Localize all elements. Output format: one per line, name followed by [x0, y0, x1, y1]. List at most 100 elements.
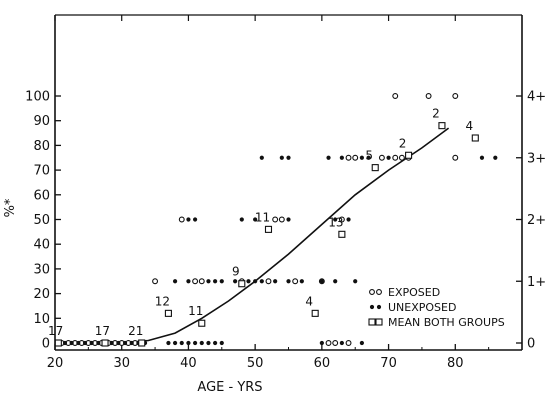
unexposed-point: [172, 279, 178, 284]
exposed-point: [278, 216, 285, 223]
exposed-point: [376, 289, 382, 295]
exposed-point: [378, 154, 385, 161]
exposed-point: [452, 154, 459, 161]
x-tick-label: 40: [180, 356, 197, 371]
unexposed-point: [219, 340, 224, 346]
unexposed-point: [219, 279, 224, 284]
exposed-point: [345, 340, 352, 346]
y-tick-label: 10: [33, 312, 50, 327]
x-tick-label: 20: [47, 356, 64, 371]
unexposed-point: [333, 279, 338, 284]
sample-size-label: 11: [188, 304, 203, 318]
unexposed-point: [62, 340, 68, 346]
mean-point: [371, 164, 379, 172]
unexposed-point: [286, 155, 291, 160]
point-labels-group: 17 17 21 12 11 9 11 4 13 5 2 2 4: [48, 107, 473, 338]
sample-size-label: 2: [399, 136, 407, 150]
unexposed-point: [193, 217, 198, 222]
sample-size-label: 9: [232, 265, 240, 279]
y-tick-label: 60: [33, 188, 50, 203]
unexposed-point: [199, 340, 204, 346]
exposed-point: [369, 289, 375, 295]
unexposed-point: [89, 340, 94, 346]
sample-size-label: 17: [95, 324, 110, 338]
unexposed-point: [253, 217, 258, 222]
unexposed-point: [319, 340, 324, 346]
exposed-point: [325, 340, 332, 346]
sample-size-label: 11: [255, 210, 270, 224]
x-tick-label: 80: [447, 356, 464, 371]
unexposed-point: [206, 279, 211, 284]
unexposed-point: [186, 217, 191, 222]
x-tick-label: 70: [380, 356, 397, 371]
unexposed-point: [76, 340, 81, 346]
unexposed-point: [346, 217, 351, 222]
x-tick-label: 30: [113, 356, 130, 371]
y-tick-label: 30: [33, 262, 50, 277]
exposed-point: [352, 154, 359, 161]
unexposed-point: [273, 279, 278, 284]
unexposed-point: [129, 340, 134, 346]
mean-point: [405, 151, 413, 159]
exposed-point: [152, 278, 159, 285]
unexposed-point: [193, 340, 198, 346]
unexposed-point: [206, 340, 211, 346]
y-tick-label: 50: [33, 213, 50, 228]
mean-point: [264, 225, 273, 233]
x-tick-label: 60: [314, 356, 331, 371]
exposed-point: [345, 154, 352, 161]
unexposed-point: [253, 279, 258, 284]
unexposed-point: [109, 340, 114, 346]
sample-size-label: 4: [465, 119, 473, 133]
y-tick-label: 0: [42, 337, 50, 352]
legend-label: MEAN BOTH GROUPS: [388, 316, 505, 329]
unexposed-point: [259, 279, 264, 284]
unexposed-point: [179, 340, 184, 346]
unexposed-point: [233, 279, 238, 284]
right-tick-label: 0: [527, 337, 535, 352]
unexposed-point: [213, 279, 218, 284]
legend-label: UNEXPOSED: [388, 301, 456, 314]
unexposed-point: [299, 279, 304, 284]
unexposed-point: [339, 340, 344, 346]
mean-point: [375, 318, 383, 326]
unexposed-point: [359, 155, 364, 160]
legend-label: EXPOSED: [388, 286, 440, 299]
x-axis-label: AGE - YRS: [197, 380, 262, 395]
unexposed-point: [116, 340, 121, 346]
unexposed-point: [366, 155, 371, 160]
mean-point: [338, 230, 346, 238]
exposed-point: [292, 278, 299, 285]
mean-point: [311, 309, 319, 317]
exposed-point: [265, 278, 272, 285]
unexposed-point: [353, 279, 358, 284]
unexposed-point: [96, 340, 101, 346]
exposed-point: [198, 278, 205, 285]
data-points-group: [54, 93, 498, 347]
mean-point: [238, 280, 246, 288]
unexposed-point: [286, 279, 291, 284]
unexposed-point: [493, 155, 498, 160]
unexposed-point: [259, 155, 264, 160]
right-tick-label: 1+: [527, 275, 546, 290]
unexposed-point: [186, 340, 191, 346]
unexposed-point: [82, 340, 88, 346]
mean-point: [368, 318, 376, 326]
unexposed-point: [326, 155, 331, 160]
unexposed-point: [186, 279, 191, 284]
exposed-point: [392, 154, 399, 161]
y-axis-label: %*: [3, 198, 18, 217]
right-tick-label: 4+: [527, 90, 546, 105]
exposed-point: [425, 93, 432, 99]
unexposed-point: [172, 340, 178, 346]
unexposed-point: [213, 340, 218, 346]
unexposed-point: [376, 304, 382, 310]
exposed-point: [178, 216, 185, 223]
y-tick-label: 100: [25, 90, 50, 105]
exposed-point: [272, 216, 279, 223]
mean-point: [164, 309, 172, 317]
unexposed-point: [369, 304, 375, 310]
exposed-point: [192, 278, 199, 285]
chart-frame: 20 30 40 50 60 70 80 0 10 20 30 40 50 60 70 80 90 100 0 1+ 2…: [25, 14, 546, 371]
unexposed-point: [339, 155, 344, 160]
